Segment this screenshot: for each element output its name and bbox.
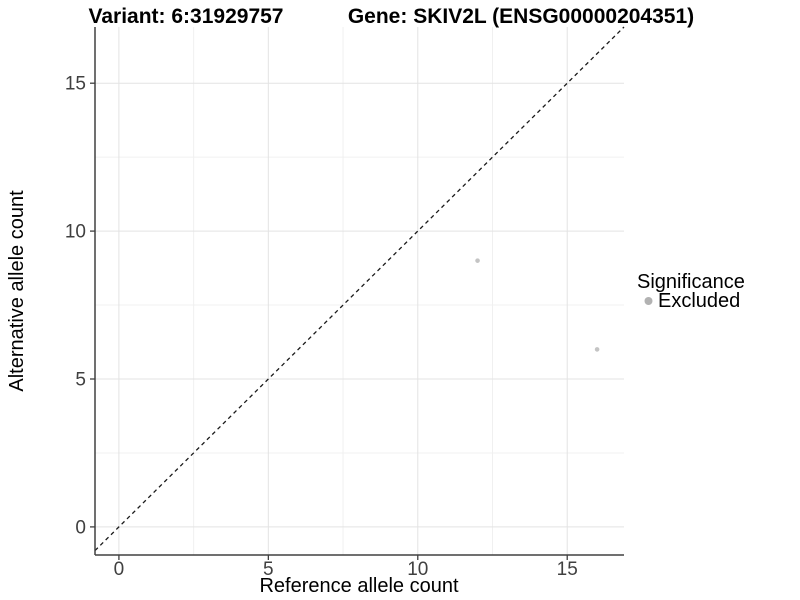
- axes-layer: 0 5 10 15 0 5 10 15: [65, 27, 624, 580]
- legend-title: Significance: [637, 271, 745, 293]
- identity-line: [94, 26, 625, 552]
- gene-title: Gene: SKIV2L (ENSG00000204351): [348, 5, 694, 28]
- gridlines-layer: [95, 27, 624, 555]
- legend-entry-excluded: Excluded: [658, 290, 740, 312]
- x-tick-label: 0: [114, 559, 125, 580]
- y-tick-label: 5: [75, 370, 86, 391]
- legend-point-marker-icon: [644, 297, 653, 305]
- data-point: [594, 347, 600, 352]
- data-point: [475, 258, 480, 263]
- x-tick-label: 15: [557, 559, 578, 580]
- x-tick-label: 5: [263, 559, 274, 580]
- x-axis-label: Reference allele count: [259, 575, 458, 597]
- variant-title: Variant: 6:31929757: [89, 5, 284, 28]
- data-layer: [94, 26, 625, 552]
- y-tick-label: 10: [65, 222, 86, 243]
- legend: Significance Excluded: [637, 271, 745, 312]
- y-tick-label: 0: [75, 517, 86, 538]
- y-axis-label: Alternative allele count: [6, 190, 28, 392]
- y-tick-label: 15: [65, 74, 86, 95]
- x-tick-label: 10: [407, 559, 428, 580]
